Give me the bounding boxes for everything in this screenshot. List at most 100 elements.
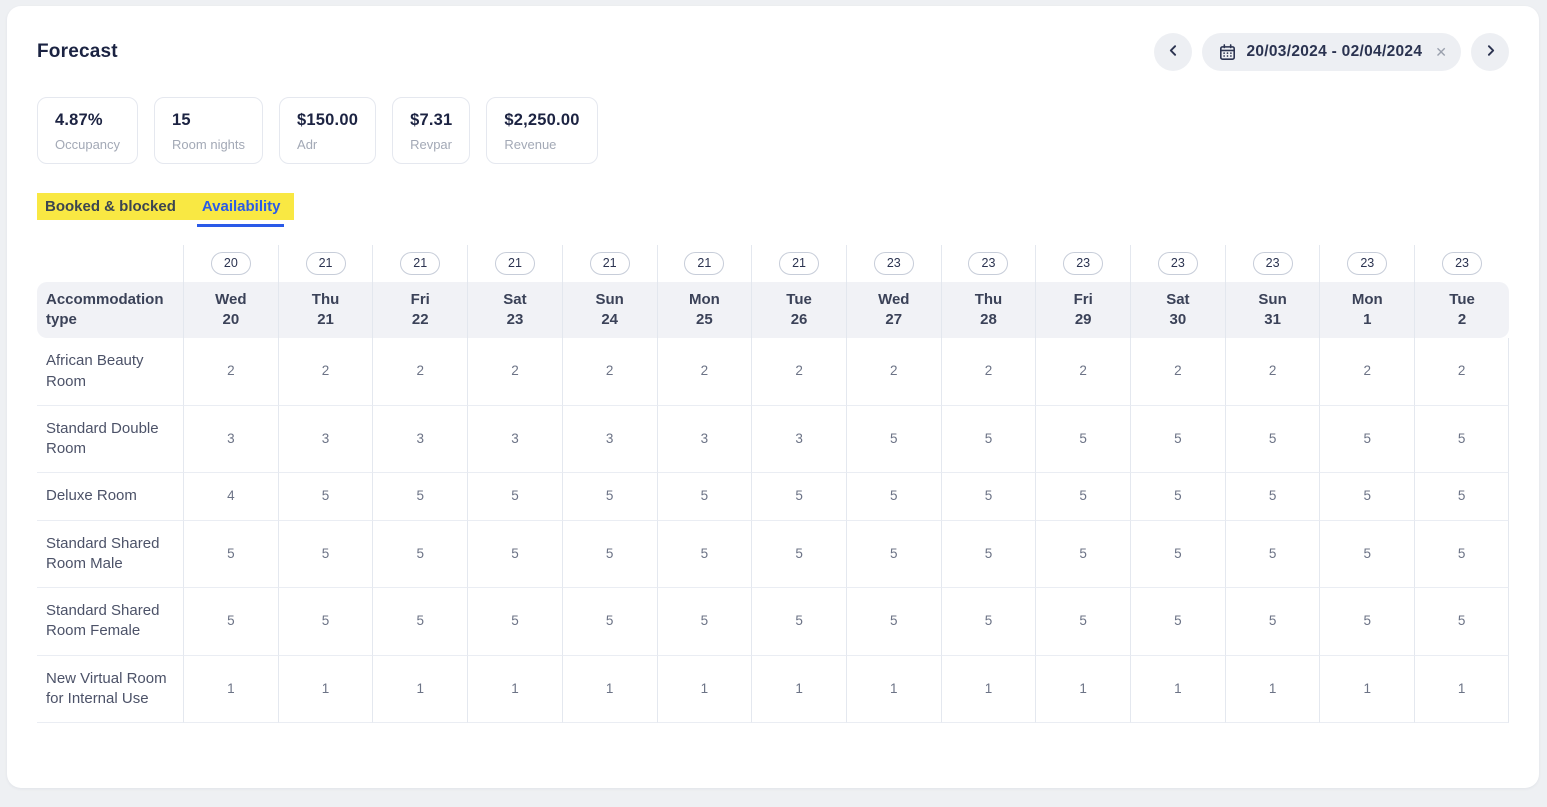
availability-cell: 5 bbox=[1319, 520, 1415, 588]
day-name: Sun bbox=[1258, 290, 1287, 308]
capacity-pill-row: 20 21 21 21 21 21 21 23 23 23 23 23 23 23 bbox=[37, 245, 1509, 282]
table-body: African Beauty Room 2 2 2 2 2 2 2 2 2 2 2 2 2 2 Standar… bbox=[37, 338, 1509, 723]
day-header-tue-26: Tue 26 bbox=[751, 281, 846, 339]
day-date: 31 bbox=[1264, 311, 1281, 328]
capacity-pill: 21 bbox=[684, 252, 725, 275]
accommodation-type-label: Deluxe Room bbox=[37, 473, 183, 521]
tab-availability[interactable]: Availability bbox=[189, 193, 294, 227]
capacity-pill-cell: 23 bbox=[1130, 245, 1225, 282]
capacity-pill: 23 bbox=[1442, 252, 1483, 275]
availability-cell: 5 bbox=[372, 473, 468, 521]
availability-cell: 5 bbox=[845, 405, 941, 474]
day-header-sun-24: Sun 24 bbox=[561, 281, 657, 339]
topbar: Forecast bbox=[37, 6, 1509, 71]
accommodation-type-label: Standard Shared Room Male bbox=[37, 521, 183, 588]
day-name: Tue bbox=[1449, 290, 1475, 308]
availability-cell: 1 bbox=[1224, 655, 1320, 723]
availability-cell: 2 bbox=[940, 338, 1036, 406]
capacity-pill: 23 bbox=[1252, 252, 1293, 275]
chevron-right-icon bbox=[1483, 43, 1498, 61]
day-name: Thu bbox=[311, 290, 340, 308]
availability-cell: 5 bbox=[751, 473, 846, 521]
day-header-thu-28: Thu 28 bbox=[940, 281, 1036, 339]
capacity-pill: 21 bbox=[305, 252, 346, 275]
capacity-pill-cell: 21 bbox=[372, 245, 467, 282]
day-date: 27 bbox=[885, 311, 903, 328]
availability-cell: 2 bbox=[751, 338, 846, 406]
capacity-pill-cell: 21 bbox=[467, 245, 562, 282]
stat-value: $150.00 bbox=[297, 111, 359, 129]
accommodation-type-label: Standard Shared Room Female bbox=[37, 588, 183, 656]
capacity-pill: 21 bbox=[589, 252, 630, 275]
day-name: Sat bbox=[1166, 290, 1190, 308]
availability-cell: 3 bbox=[372, 405, 468, 474]
availability-cell: 5 bbox=[467, 520, 562, 588]
tab-booked-blocked[interactable]: Booked & blocked bbox=[37, 193, 189, 220]
day-header-sat-23: Sat 23 bbox=[467, 281, 562, 339]
availability-cell: 5 bbox=[1130, 473, 1225, 521]
date-range-picker[interactable]: 20/03/2024 - 02/04/2024 ✕ bbox=[1202, 33, 1461, 71]
capacity-pill-cell: 20 bbox=[183, 245, 278, 282]
prev-date-range-button[interactable] bbox=[1154, 33, 1193, 71]
availability-cell: 1 bbox=[751, 655, 846, 723]
capacity-pill-cell: 23 bbox=[845, 245, 941, 282]
availability-cell: 1 bbox=[1319, 655, 1415, 723]
capacity-pill: 23 bbox=[968, 252, 1009, 275]
chevron-left-icon bbox=[1166, 43, 1181, 61]
day-header-mon-25: Mon 25 bbox=[656, 281, 752, 339]
availability-cell: 2 bbox=[467, 338, 562, 406]
forecast-card: Forecast bbox=[7, 6, 1539, 788]
availability-cell: 3 bbox=[561, 405, 657, 474]
availability-cell: 2 bbox=[656, 338, 752, 406]
availability-cell: 1 bbox=[1414, 655, 1509, 723]
capacity-pill-cell: 23 bbox=[1224, 245, 1320, 282]
availability-cell: 3 bbox=[467, 405, 562, 474]
capacity-pill-cell: 21 bbox=[656, 245, 752, 282]
tabs: Booked & blocked Availability bbox=[37, 193, 294, 227]
availability-cell: 5 bbox=[1130, 520, 1225, 588]
availability-cell: 5 bbox=[656, 473, 752, 521]
table-row: African Beauty Room 2 2 2 2 2 2 2 2 2 2 2 2 2 2 bbox=[37, 338, 1509, 406]
calendar-icon bbox=[1219, 43, 1236, 61]
capacity-pill: 20 bbox=[210, 252, 251, 275]
table-row: Deluxe Room 4 5 5 5 5 5 5 5 5 5 5 5 5 5 bbox=[37, 473, 1509, 521]
availability-cell: 5 bbox=[277, 588, 373, 656]
capacity-pill-cell: 21 bbox=[561, 245, 657, 282]
availability-cell: 5 bbox=[277, 520, 373, 588]
availability-cell: 5 bbox=[1130, 405, 1225, 474]
availability-cell: 5 bbox=[467, 473, 562, 521]
capacity-pill-cell: 23 bbox=[1319, 245, 1414, 282]
stat-card: $2,250.00 Revenue bbox=[486, 97, 598, 164]
availability-cell: 5 bbox=[940, 520, 1036, 588]
next-date-range-button[interactable] bbox=[1471, 33, 1509, 71]
availability-cell: 5 bbox=[183, 588, 278, 656]
availability-cell: 3 bbox=[277, 405, 373, 474]
capacity-pill: 21 bbox=[779, 252, 820, 275]
capacity-pill: 21 bbox=[494, 252, 535, 275]
availability-cell: 5 bbox=[845, 520, 941, 588]
availability-cell: 1 bbox=[1035, 655, 1131, 723]
day-header-mon-1: Mon 1 bbox=[1319, 281, 1415, 339]
availability-cell: 3 bbox=[751, 405, 846, 474]
day-date: 28 bbox=[980, 311, 997, 328]
day-name: Mon bbox=[1351, 290, 1383, 308]
availability-cell: 1 bbox=[277, 655, 373, 723]
table-row: Standard Double Room 3 3 3 3 3 3 3 5 5 5 5 5 5 5 bbox=[37, 405, 1509, 474]
tab-label: Booked & blocked bbox=[45, 198, 176, 215]
availability-cell: 5 bbox=[656, 588, 752, 656]
day-name: Thu bbox=[974, 290, 1003, 308]
availability-cell: 2 bbox=[277, 338, 373, 406]
stat-card: 4.87% Occupancy bbox=[37, 97, 139, 164]
clear-date-range-icon[interactable]: ✕ bbox=[1435, 44, 1447, 60]
day-header-sat-30: Sat 30 bbox=[1130, 281, 1225, 339]
capacity-pill: 23 bbox=[1347, 252, 1388, 275]
accommodation-type-label: African Beauty Room bbox=[37, 338, 183, 406]
availability-cell: 1 bbox=[845, 655, 941, 723]
availability-cell: 5 bbox=[561, 520, 657, 588]
availability-cell: 2 bbox=[845, 338, 941, 406]
day-name: Wed bbox=[878, 290, 910, 308]
day-date: 22 bbox=[411, 311, 429, 328]
capacity-pill-cell: 23 bbox=[1414, 245, 1509, 282]
availability-cell: 2 bbox=[1224, 338, 1320, 406]
stat-label: Revpar bbox=[410, 137, 452, 152]
